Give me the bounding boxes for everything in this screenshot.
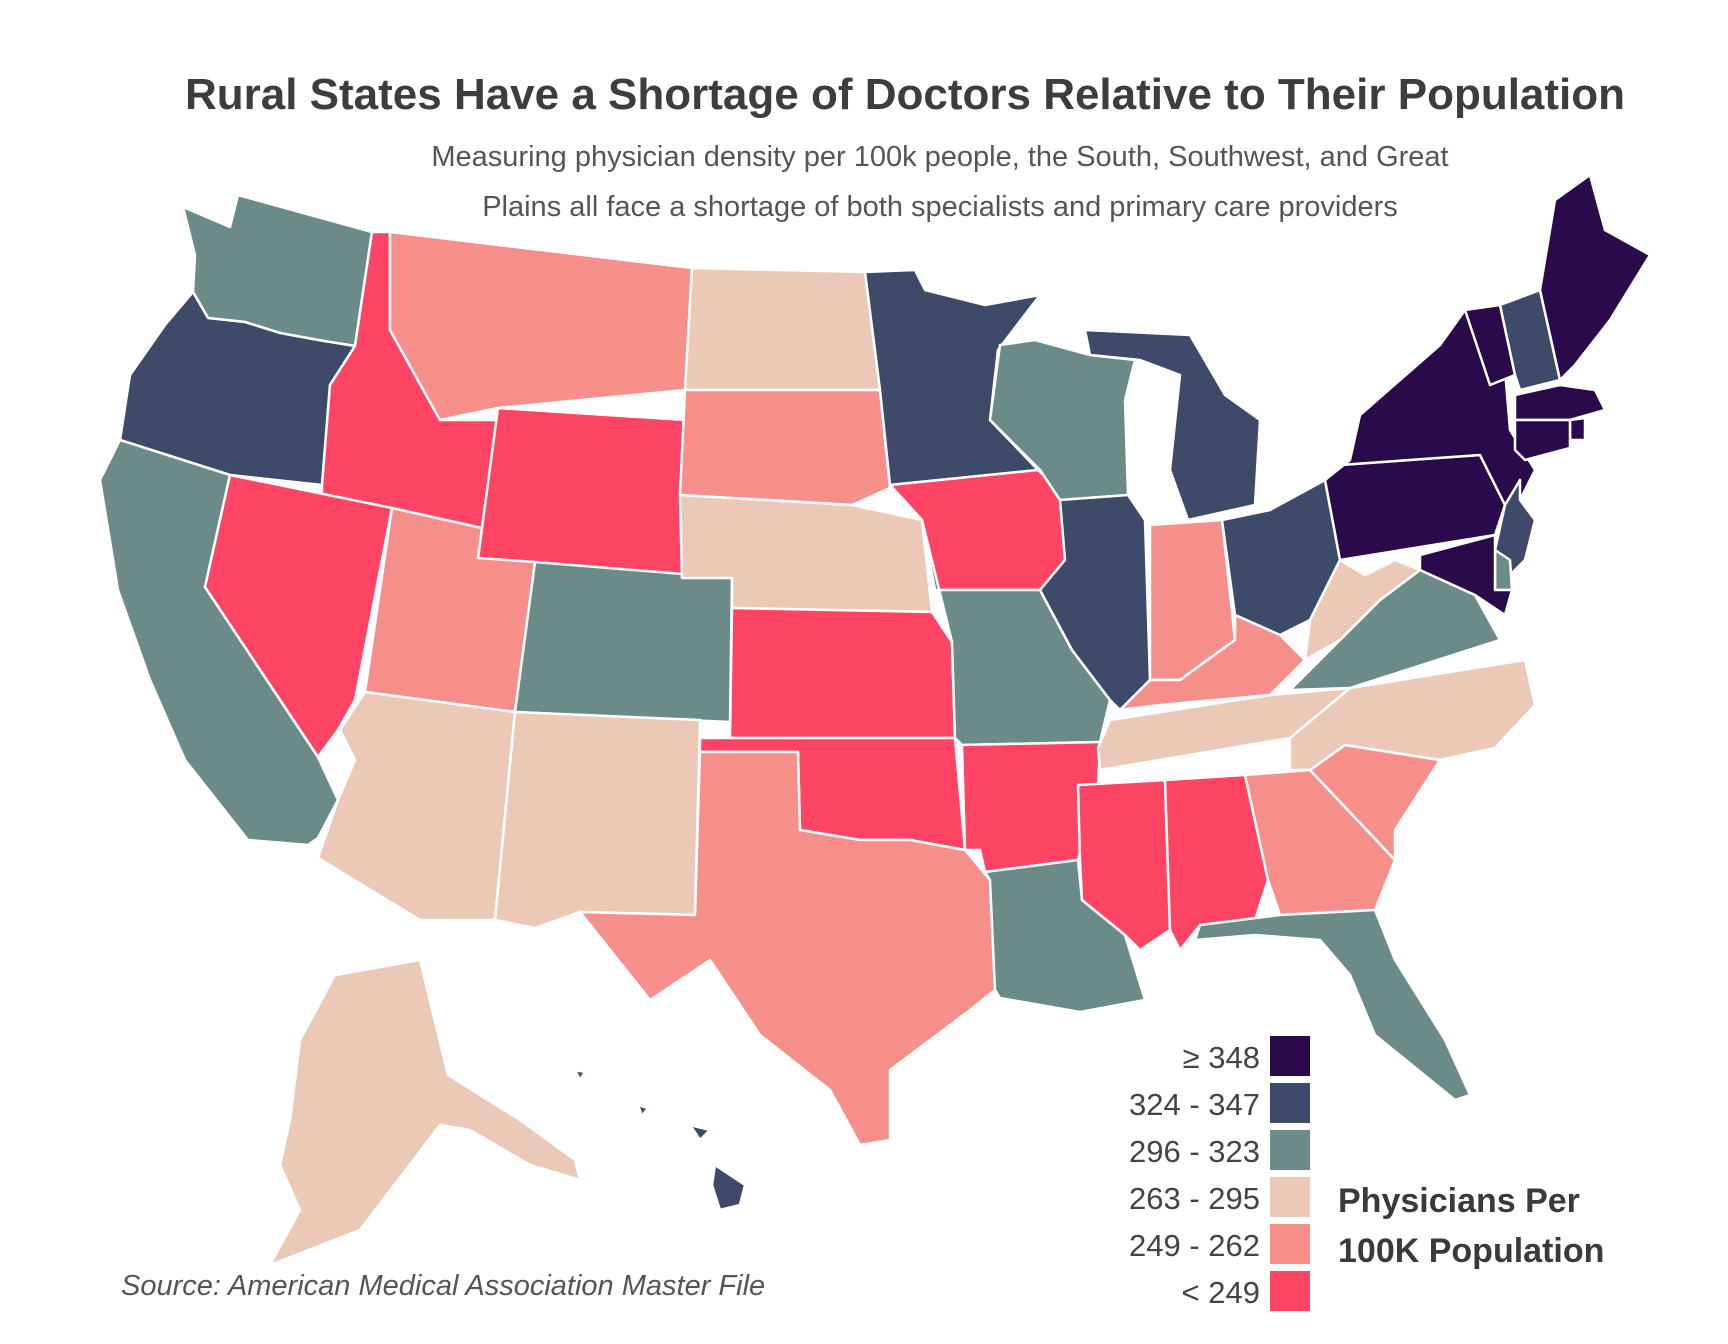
subtitle-line-1: Measuring physician density per 100k peo… (431, 141, 1449, 173)
legend-swatch-6 (1270, 1271, 1310, 1311)
state-missouri (920, 518, 1112, 747)
state-michigan (1083, 328, 1262, 522)
state-colorado (513, 560, 734, 724)
legend-swatch-4 (1270, 1177, 1310, 1217)
map-title: Rural States Have a Shortage of Doctors … (184, 70, 1626, 119)
state-montana (388, 230, 694, 422)
state-new-mexico (493, 710, 702, 930)
state-kentucky (1118, 613, 1307, 712)
legend-label-2: 324 - 347 (1129, 1087, 1260, 1122)
legend-title-line-2: 100K Population (1338, 1232, 1605, 1270)
legend-swatch-5 (1270, 1224, 1310, 1264)
state-south-dakota (678, 388, 892, 507)
state-wisconsin (988, 338, 1137, 502)
source-note: Source: American Medical Association Mas… (121, 1270, 766, 1302)
state-hawaii (573, 1068, 747, 1212)
state-north-dakota (683, 266, 882, 392)
state-massachusetts (1513, 383, 1607, 422)
state-rhode-island (1568, 416, 1587, 442)
legend-row-1: ≥ 348 (1080, 1036, 1310, 1078)
state-alaska (268, 958, 582, 1267)
state-north-carolina (1288, 658, 1537, 772)
state-maine (1538, 173, 1652, 382)
legend-row-2: 324 - 347 (1080, 1083, 1310, 1125)
state-minnesota (863, 268, 1042, 487)
state-illinois (1038, 493, 1152, 712)
state-kansas (728, 606, 957, 740)
state-maryland (1418, 533, 1514, 617)
map-subtitle: Measuring physician density per 100k peo… (360, 132, 1520, 232)
legend-label-4: 263 - 295 (1129, 1181, 1260, 1216)
legend-swatch-3 (1270, 1130, 1310, 1170)
legend-label-1: ≥ 348 (1182, 1040, 1260, 1075)
state-wyoming (476, 406, 687, 580)
legend-label-5: 249 - 262 (1129, 1228, 1260, 1263)
state-florida (1193, 908, 1472, 1102)
state-layer (98, 173, 1652, 1267)
state-arizona (316, 690, 517, 922)
legend-swatch-1 (1270, 1036, 1310, 1076)
legend-swatch-2 (1270, 1083, 1310, 1123)
legend-row-5: 249 - 262 (1080, 1224, 1310, 1266)
legend-title-line-1: Physicians Per (1338, 1182, 1580, 1220)
legend-row-6: < 249 (1080, 1271, 1310, 1313)
legend-row-3: 296 - 323 (1080, 1130, 1310, 1172)
state-texas (578, 750, 997, 1147)
legend-title: Physicians Per 100K Population (1338, 1176, 1604, 1276)
legend-label-6: < 249 (1181, 1275, 1260, 1310)
legend-row-4: 263 - 295 (1080, 1177, 1310, 1219)
subtitle-line-2: Plains all face a shortage of both speci… (482, 191, 1398, 223)
legend-label-3: 296 - 323 (1129, 1134, 1260, 1169)
state-connecticut (1513, 418, 1572, 462)
